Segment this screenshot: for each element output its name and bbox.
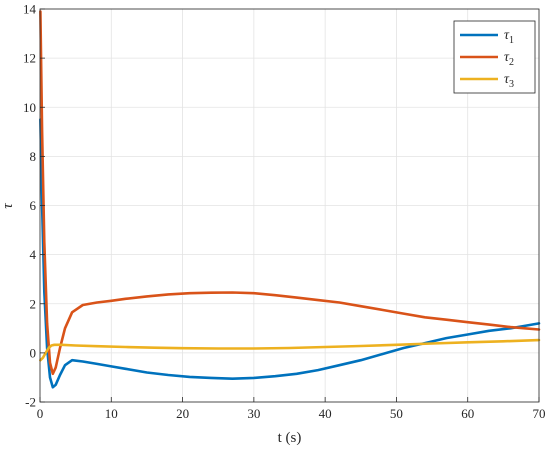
legend-label-subscript: 3 — [509, 79, 514, 90]
x-tick-label: 0 — [37, 406, 44, 421]
x-tick-label: 10 — [105, 406, 118, 421]
x-tick-label: 50 — [390, 406, 403, 421]
x-axis-label: t (s) — [278, 430, 302, 446]
y-axis-label: τ — [0, 203, 16, 209]
x-tick-label: 60 — [461, 406, 474, 421]
legend-label-2: τ2 — [504, 50, 514, 68]
legend-label-base: τ — [504, 28, 510, 43]
legend-label-1: τ1 — [504, 28, 514, 46]
series-layer — [39, 10, 541, 389]
series-line-2 — [39, 10, 541, 376]
y-tick-label: 4 — [30, 247, 37, 262]
y-tick-label: 12 — [23, 51, 36, 66]
x-tick-label: 40 — [319, 406, 332, 421]
legend-label-subscript: 1 — [509, 35, 514, 46]
legend-label-base: τ — [504, 72, 510, 87]
y-tick-label: 0 — [30, 345, 37, 360]
x-tick-label: 30 — [247, 406, 260, 421]
y-tick-label: 6 — [30, 198, 37, 213]
series-line-3 — [39, 338, 541, 362]
y-tick-label: 8 — [30, 149, 37, 164]
y-tick-label: 14 — [23, 2, 37, 17]
series-line-1 — [39, 118, 541, 389]
legend-label-3: τ3 — [504, 72, 514, 90]
y-tick-label: 2 — [30, 296, 37, 311]
x-tick-label: 20 — [176, 406, 189, 421]
legend-label-subscript: 2 — [509, 57, 514, 68]
legend-label-base: τ — [504, 50, 510, 65]
y-tick-label: -2 — [25, 395, 36, 410]
x-tick-label: 70 — [533, 406, 546, 421]
y-tick-label: 10 — [23, 100, 36, 115]
